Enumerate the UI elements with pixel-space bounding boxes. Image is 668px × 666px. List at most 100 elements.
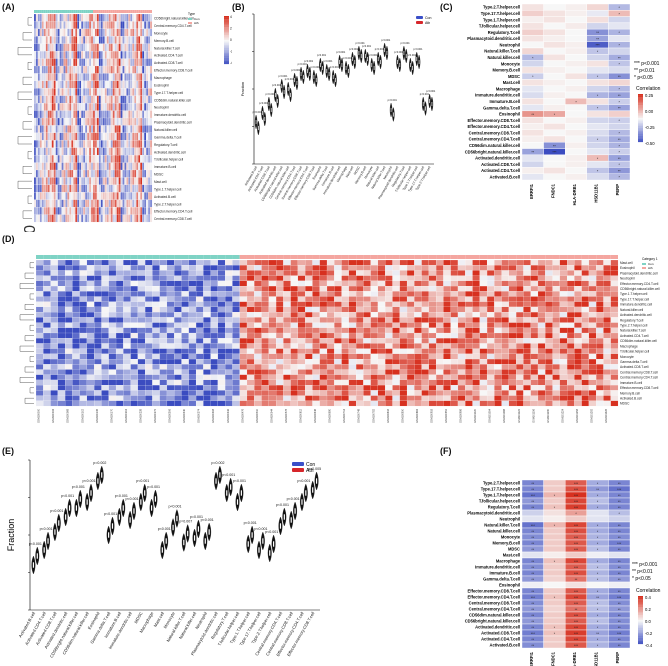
heatmap-cell [479, 259, 488, 266]
heatmap-cell [436, 353, 444, 360]
heatmap-cell [254, 395, 262, 401]
heatmap-cell [65, 358, 73, 365]
annotation-cell [142, 10, 145, 13]
heatmap-cell [45, 21, 48, 29]
heatmap-cell [210, 280, 219, 287]
heatmap-cell [312, 364, 320, 370]
heatmap-cell [545, 285, 553, 292]
heatmap-cell [159, 400, 168, 407]
corr-cell [586, 54, 609, 61]
heatmap-cell [73, 132, 76, 141]
heatmap-cell [254, 306, 262, 313]
heatmap-cell [72, 338, 80, 344]
heatmap-cell [116, 88, 119, 96]
heatmap-cell [110, 177, 113, 185]
heatmap-cell [144, 13, 147, 22]
heatmap-cell [341, 390, 349, 396]
annotation-cell [130, 255, 138, 259]
heatmap-cell [276, 400, 284, 407]
heatmap-cell [377, 400, 386, 407]
corr-colorbar [638, 105, 643, 107]
heatmap-cell [254, 265, 262, 271]
corr-cell [608, 515, 631, 523]
heatmap-cell [603, 379, 611, 386]
p-value-label: p<0.001 [278, 75, 288, 78]
heatmap-cell [130, 348, 138, 354]
heatmap-cell [45, 103, 48, 111]
heatmap-cell [261, 296, 269, 302]
heatmap-cell [71, 95, 74, 104]
heatmap-cell [305, 291, 313, 297]
heatmap-cell [225, 395, 233, 401]
heatmap-cell [114, 13, 117, 22]
heatmap-cell [92, 80, 96, 89]
violin-box [307, 68, 308, 74]
heatmap-cell [50, 296, 58, 302]
heatmap-cell [85, 13, 88, 22]
heatmap-cell [63, 147, 66, 156]
heatmap-cell [246, 270, 255, 276]
heatmap-row-label: Activated.CD8.T.cell [154, 61, 183, 65]
heatmap-cell [128, 169, 131, 178]
heatmap-cell [57, 353, 66, 360]
heatmap-cell [96, 80, 100, 89]
heatmap-cell [450, 353, 459, 360]
heatmap-cell [35, 88, 39, 96]
heatmap-cell [559, 259, 568, 266]
heatmap-cell [43, 184, 46, 193]
heatmap-cell [57, 58, 60, 67]
heatmap-cell [588, 327, 597, 334]
heatmap-cell [102, 21, 105, 29]
heatmap-cell [370, 291, 379, 297]
heatmap-cell [545, 317, 553, 323]
heatmap-cell [421, 374, 429, 381]
heatmap-cell [479, 338, 488, 344]
heatmap-cell [59, 28, 62, 37]
heatmap-cell [108, 358, 117, 365]
heatmap-cell [120, 58, 123, 67]
heatmap-cell [69, 177, 72, 185]
heatmap-cell [94, 301, 102, 308]
heatmap-cell [348, 353, 357, 360]
annotation-cell [49, 10, 52, 13]
heatmap-cell [450, 270, 459, 276]
heatmap-cell [363, 265, 371, 271]
heatmap-cell [39, 36, 42, 44]
sample-tick-label: GSM100476 [241, 408, 244, 423]
heatmap-cell [596, 312, 604, 318]
heatmap-cell [283, 395, 291, 401]
heatmap-cell [144, 95, 147, 104]
heatmap-cell [232, 291, 240, 297]
heatmap-cell [232, 322, 240, 328]
heatmap-cell [545, 369, 553, 375]
heatmap-cell [39, 110, 42, 119]
corr-row-label: Central.memory.CD8.T.cell [469, 130, 520, 135]
annotation-cell [86, 255, 95, 259]
heatmap-cell [261, 385, 269, 391]
heatmap-cell [203, 364, 211, 370]
p-value-label: p<0.001 [420, 93, 430, 96]
heatmap-cell [57, 270, 66, 276]
heatmap-cell [567, 296, 575, 302]
heatmap-cell [537, 358, 546, 365]
heatmap-cell [72, 285, 80, 292]
heatmap-cell [71, 21, 74, 29]
heatmap-cell [146, 199, 149, 208]
heatmap-cell [41, 155, 44, 163]
heatmap-cell [486, 338, 495, 344]
heatmap-cell [138, 21, 141, 29]
heatmap-cell [146, 117, 149, 126]
heatmap-row-label: Central.memory.CD4.T.cell [620, 376, 658, 380]
heatmap-cell [225, 275, 233, 281]
heatmap-cell [57, 285, 66, 292]
heatmap-cell [45, 117, 48, 126]
heatmap-cell [472, 338, 480, 344]
annotation-cell [145, 255, 153, 259]
heatmap-cell [559, 296, 568, 302]
heatmap-cell [88, 36, 92, 44]
violin-box [313, 74, 315, 80]
violin-box [108, 532, 110, 538]
heatmap-cell [305, 332, 313, 339]
heatmap-cell [43, 395, 51, 401]
heatmap-cell [501, 364, 510, 370]
